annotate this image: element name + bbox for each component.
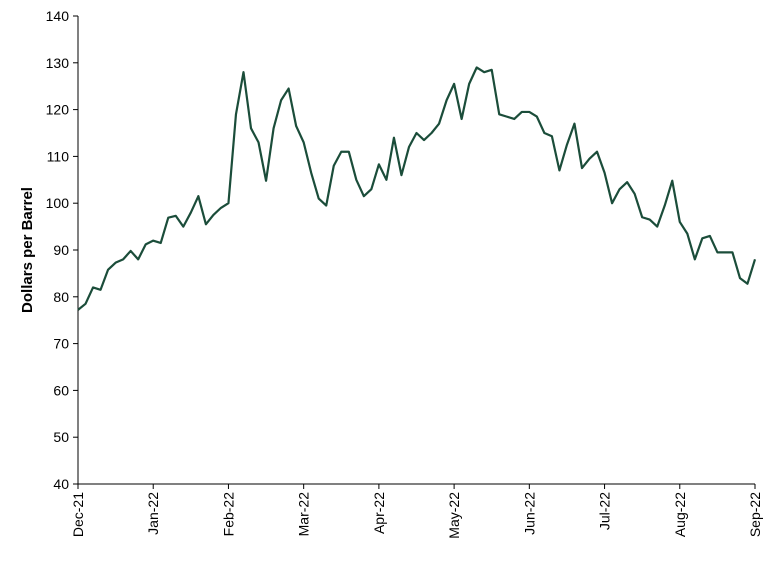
y-tick-label: 50	[53, 429, 69, 445]
y-tick-label: 120	[46, 102, 70, 118]
x-tick-label: Mar-22	[296, 492, 312, 537]
y-tick-label: 110	[47, 148, 70, 164]
y-tick-label: 80	[53, 289, 69, 305]
y-tick-label: 90	[53, 242, 69, 258]
x-tick-label: Feb-22	[220, 492, 236, 537]
x-tick-label: Jan-22	[145, 492, 161, 535]
y-tick-label: 100	[46, 195, 70, 211]
x-tick-label: Jun-22	[521, 492, 537, 535]
y-axis-label: Dollars per Barrel	[19, 187, 36, 313]
price-line	[77, 66, 757, 311]
y-tick-label: 140	[46, 8, 70, 24]
x-tick-label: Sep-22	[747, 492, 763, 537]
y-tick-label: 70	[53, 336, 69, 352]
x-tick-label: Jul-22	[597, 492, 613, 530]
y-tick-label: 40	[53, 476, 69, 492]
x-tick-label: Dec-21	[70, 492, 86, 537]
x-tick-label: Apr-22	[371, 492, 387, 534]
y-tick-label: 130	[46, 55, 70, 71]
y-tick-label: 60	[53, 382, 69, 398]
x-tick-label: May-22	[446, 492, 462, 539]
x-tick-label: Aug-22	[672, 492, 688, 537]
